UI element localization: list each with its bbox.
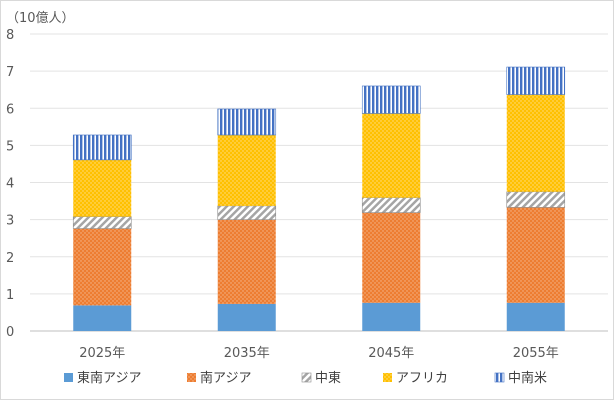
bar-segment-5 [506, 66, 566, 95]
bar-segment-3 [506, 191, 566, 208]
legend-label: アフリカ [396, 371, 448, 386]
y-tick-label: 2 [6, 251, 14, 266]
legend-label: 南アジア [200, 370, 251, 386]
bar-segment-3 [72, 216, 132, 229]
bar-segment-3 [361, 197, 421, 213]
y-tick-label: 7 [6, 65, 14, 80]
legend-swatch [383, 373, 392, 382]
x-tick-label: 2035年 [224, 346, 270, 361]
y-tick-label: 6 [6, 102, 14, 117]
bar-segment-4 [217, 134, 276, 206]
x-tick-label: 2055年 [513, 346, 559, 361]
y-tick-label: 1 [6, 288, 14, 303]
y-tick-label: 0 [6, 325, 14, 340]
bar-segment-2 [362, 212, 421, 303]
bar-segment-5 [217, 108, 277, 136]
legend: 東南アジア 南アジア 中東 アフリカ 中南米 [64, 370, 547, 386]
bar-segment-1 [217, 303, 276, 331]
y-tick-label: 3 [6, 214, 14, 229]
y-axis-unit-label: （10億人） [6, 10, 75, 26]
bar-segment-2 [73, 228, 132, 306]
legend-label: 東南アジア [77, 370, 141, 386]
y-tick-label: 4 [6, 177, 14, 192]
x-axis-ticks: 2025年 2035年 2045年 2055年 [79, 346, 559, 361]
bar-segment-1 [506, 302, 565, 331]
legend-label: 中東 [315, 370, 341, 386]
legend-swatch [494, 372, 505, 383]
legend-swatch [64, 373, 73, 382]
y-tick-label: 5 [6, 139, 14, 154]
bar-segment-4 [506, 94, 565, 192]
legend-swatch [187, 373, 196, 382]
bar-segment-1 [73, 305, 132, 331]
x-tick-label: 2025年 [79, 346, 125, 361]
bar-segment-3 [217, 205, 277, 220]
bar-segment-2 [217, 219, 276, 304]
x-tick-label: 2045年 [368, 346, 414, 361]
y-tick-label: 8 [6, 28, 14, 43]
y-axis-ticks: 0 1 2 3 4 5 6 7 8 [6, 28, 14, 340]
bar-segment-5 [361, 85, 421, 114]
bar-segment-5 [72, 134, 132, 161]
bars [72, 66, 566, 331]
legend-swatch [301, 372, 312, 383]
bar-segment-4 [362, 113, 421, 198]
legend-label: 中南米 [508, 370, 547, 386]
bar-segment-1 [362, 302, 421, 331]
bar-segment-4 [73, 159, 132, 217]
bar-segment-2 [506, 207, 565, 303]
